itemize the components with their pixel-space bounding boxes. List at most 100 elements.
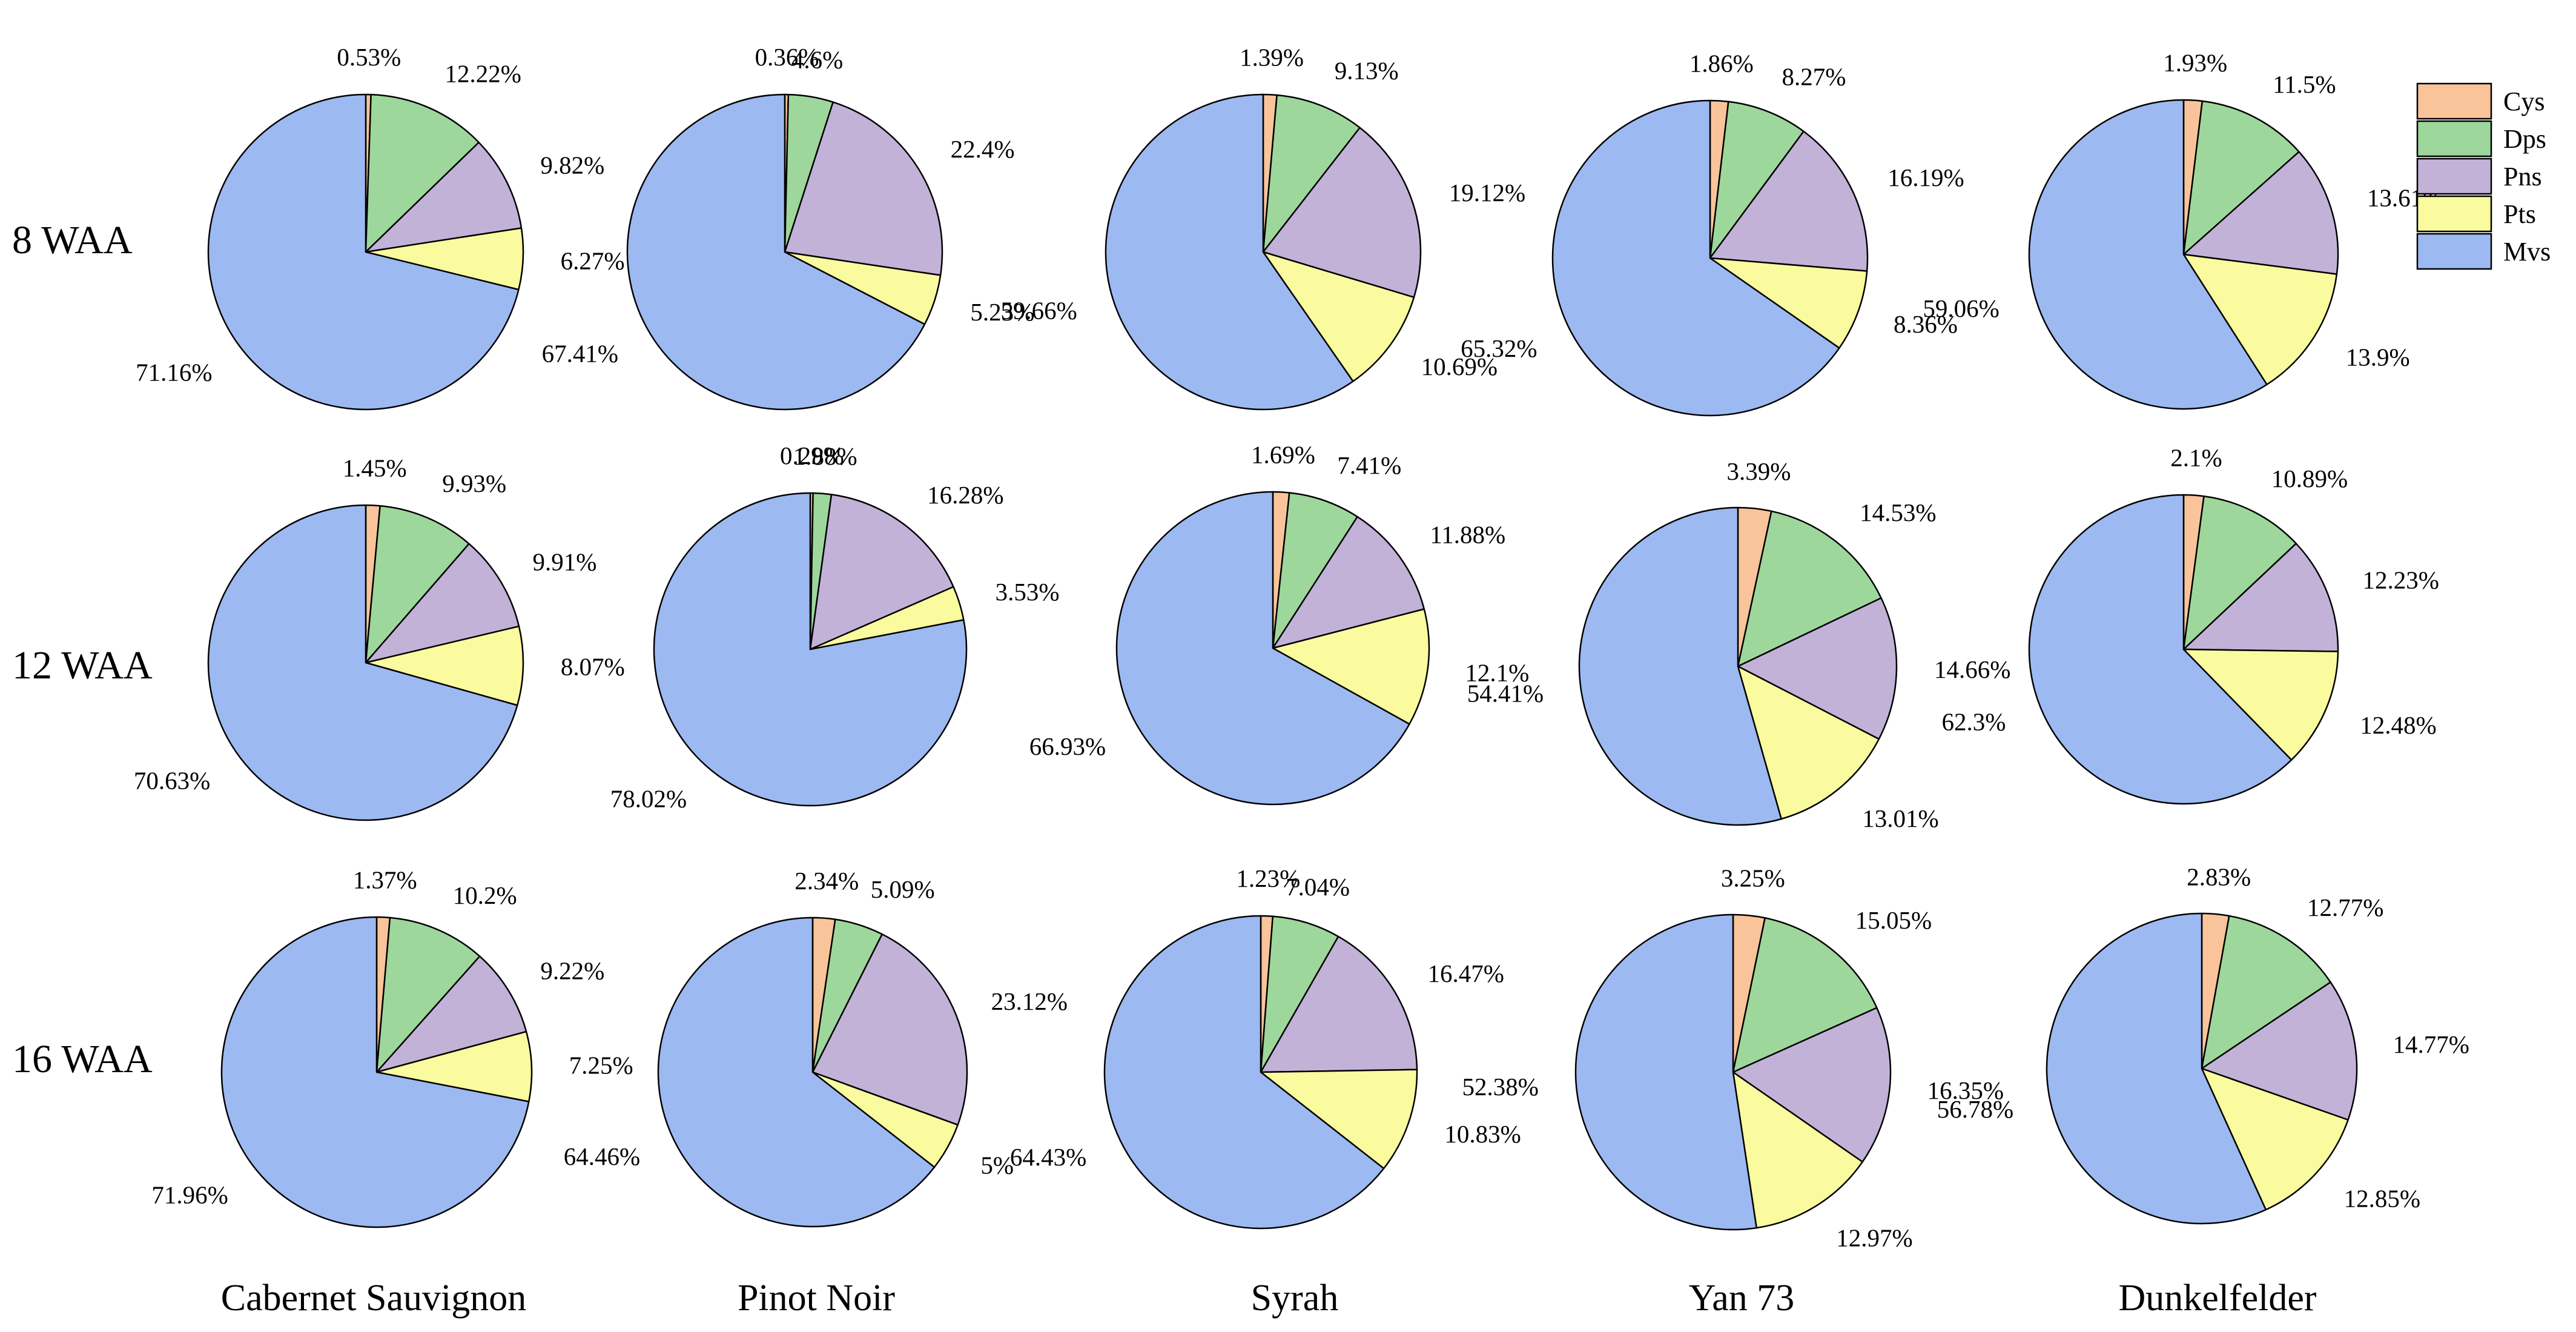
- pie-slice-pts: [375, 1030, 533, 1102]
- pie-label-pns: 9.91%: [532, 548, 596, 575]
- pie-slice-dps: [365, 93, 480, 253]
- pie-slice-pts: [1737, 665, 1880, 820]
- pie-label-mvs: 59.66%: [1000, 296, 1077, 324]
- column-label-yan-73: Yan 73: [1689, 1277, 1795, 1319]
- column-label-pinot-noir: Pinot Noir: [738, 1277, 895, 1319]
- pie-label-dps: 1.88%: [793, 442, 857, 470]
- pie-label-mvs: 66.93%: [1029, 732, 1106, 760]
- pie-3-1: 1.37% 10.2% 9.22% 7.25% 71.96%: [151, 866, 633, 1228]
- pie-slice-pts: [1262, 251, 1415, 382]
- pie-label-cys: 1.45%: [343, 454, 407, 482]
- pie-label-dps: 9.13%: [1335, 56, 1399, 84]
- pie-label-dps: 5.09%: [871, 875, 935, 903]
- pie-slice-dps: [1272, 492, 1358, 649]
- pie-slice-dps: [375, 916, 481, 1073]
- legend-swatch-mvs: [2416, 233, 2492, 270]
- column-label-cabernet-sauvignon: Cabernet Sauvignon: [221, 1277, 527, 1319]
- pie-label-cys: 3.39%: [1726, 457, 1791, 485]
- pie-slice-mvs: [1551, 99, 1840, 417]
- pie-label-pns: 22.4%: [951, 135, 1015, 163]
- pie-label-pts: 12.1%: [1465, 659, 1529, 687]
- pie-label-pns: 11.88%: [1430, 521, 1505, 549]
- pie-label-pts: 7.25%: [569, 1051, 633, 1079]
- pie-label-pns: 16.35%: [1927, 1076, 2004, 1104]
- pie-slice-pts: [1732, 1071, 1863, 1229]
- pie-label-mvs: 64.46%: [564, 1142, 640, 1170]
- pie-label-pts: 5.23%: [970, 298, 1034, 326]
- pie-2-1: 1.45% 9.93% 9.91% 8.07% 70.63%: [134, 454, 625, 821]
- pie-slice-pns: [1272, 515, 1425, 649]
- pie-label-cys: 0.29%: [780, 442, 844, 469]
- pie-slice-pns: [375, 955, 527, 1073]
- pie-label-mvs: 54.41%: [1467, 680, 1544, 707]
- pie-label-pts: 12.85%: [2344, 1185, 2420, 1213]
- pie-label-dps: 10.89%: [2271, 465, 2348, 492]
- pie-slice-mvs: [2028, 99, 2268, 410]
- pie-label-mvs: 65.32%: [1461, 334, 1537, 362]
- pie-label-cys: 1.93%: [2163, 49, 2227, 77]
- pie-label-mvs: 71.16%: [136, 359, 212, 386]
- pie-label-dps: 10.2%: [453, 881, 517, 909]
- pie-label-mvs: 59.06%: [1923, 294, 1999, 322]
- pie-slice-pts: [2201, 1067, 2349, 1211]
- legend-label-pns: Pns: [2503, 162, 2542, 191]
- pie-slice-pns: [1262, 127, 1422, 299]
- pie-label-pts: 12.48%: [2360, 711, 2436, 739]
- pie-slice-mvs: [653, 492, 968, 807]
- pie-slice-mvs: [220, 916, 530, 1228]
- pie-slice-pns: [1709, 130, 1869, 272]
- pie-label-cys: 3.25%: [1721, 864, 1785, 892]
- pie-slice-pts: [2182, 648, 2339, 761]
- pie-2-2: 0.29%1.88% 16.28% 3.53% 78.02%: [610, 442, 1060, 813]
- pie-label-pns: 14.66%: [1934, 655, 2010, 683]
- pie-label-pts: 12.97%: [1836, 1224, 1912, 1251]
- pie-2-4: 3.39% 14.53% 14.66% 13.01% 54.41%: [1467, 457, 2011, 832]
- pie-label-pns: 9.82%: [540, 151, 604, 179]
- pie-slice-mvs: [2028, 494, 2293, 805]
- pie-slice-pns: [811, 933, 968, 1126]
- pie-label-pts: 13.01%: [1862, 804, 1938, 832]
- pie-label-cys: 1.37%: [353, 866, 417, 893]
- pie-label-mvs: 78.02%: [610, 785, 687, 813]
- pie-slice-mvs: [1574, 913, 1757, 1231]
- row-label-12-waa: 12 WAA: [12, 643, 153, 688]
- pie-3-5: 2.83% 12.77% 14.77% 12.85% 56.78%: [1937, 863, 2469, 1225]
- pie-slice-pns: [365, 141, 523, 253]
- pie-slice-mvs: [207, 93, 520, 411]
- pie-slice-mvs: [2046, 912, 2267, 1225]
- row-label-8-waa: 8 WAA: [12, 218, 133, 262]
- pie-label-dps: 7.04%: [1286, 873, 1350, 901]
- pie-slice-mvs: [1103, 915, 1385, 1230]
- pie-label-dps: 15.05%: [1855, 906, 1932, 934]
- pie-label-pts: 13.9%: [2346, 343, 2410, 371]
- pie-slice-dps: [2182, 495, 2297, 651]
- pie-slice-dps: [1732, 917, 1878, 1073]
- pie-label-dps: 8.27%: [1782, 63, 1846, 91]
- pie-slice-dps: [365, 505, 470, 664]
- pie-2-3: 1.69% 7.41% 11.88% 12.1% 66.93%: [1029, 440, 1529, 806]
- column-label-dunkelfelder: Dunkelfelder: [2118, 1277, 2316, 1319]
- pie-label-mvs: 67.41%: [542, 339, 618, 367]
- pie-label-pns: 16.28%: [927, 481, 1003, 509]
- pie-slice-pts: [365, 625, 524, 706]
- pie-2-5: 2.1% 10.89% 12.23% 12.48% 62.3%: [1941, 444, 2439, 805]
- pie-slice-dps: [2182, 100, 2300, 256]
- pie-label-dps: 4.6%: [791, 45, 843, 73]
- legend-label-cys: Cys: [2503, 87, 2545, 116]
- pie-label-mvs: 52.38%: [1462, 1073, 1538, 1101]
- pie-label-cys: 2.83%: [2187, 863, 2251, 890]
- pie-slice-dps: [1709, 101, 1805, 259]
- pie-1-1: 0.53% 12.22% 9.82% 6.27% 71.16%: [136, 43, 625, 411]
- pie-label-pns: 14.77%: [2393, 1030, 2469, 1058]
- pie-1-2: 0.36%4.6% 22.4% 5.23% 67.41%: [542, 43, 1034, 411]
- pie-slice-pns: [365, 543, 520, 664]
- pie-slice-pts: [1260, 1069, 1418, 1170]
- legend-swatch-dps: [2416, 120, 2492, 157]
- pie-label-pts: 10.83%: [1444, 1120, 1521, 1148]
- pie-label-mvs: 71.96%: [151, 1181, 228, 1208]
- pie-slice-pns: [1732, 1007, 1892, 1163]
- pie-slice-mvs: [1115, 491, 1410, 806]
- pie-3-4: 3.25% 15.05% 16.35% 12.97% 52.38%: [1462, 864, 2004, 1252]
- pie-slice-dps: [1262, 94, 1361, 253]
